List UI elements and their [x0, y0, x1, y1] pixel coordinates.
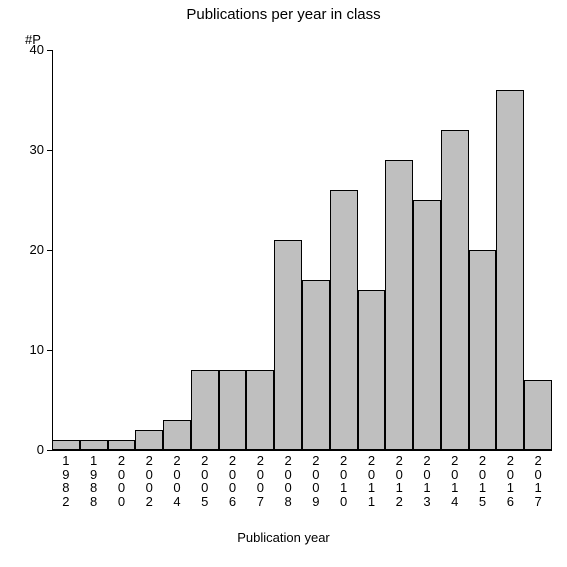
ytick-label: 10: [14, 342, 44, 357]
xtick-label: 2 0 0 4: [163, 454, 191, 509]
bar: [135, 430, 163, 450]
ytick-mark: [47, 450, 52, 451]
x-axis-line: [52, 450, 552, 451]
bar: [219, 370, 247, 450]
chart-title: Publications per year in class: [0, 6, 567, 23]
bar: [191, 370, 219, 450]
x-axis-label: Publication year: [0, 530, 567, 545]
bar: [274, 240, 302, 450]
ytick-label: 20: [14, 242, 44, 257]
xtick-label: 2 0 1 6: [496, 454, 524, 509]
chart-container: Publications per year in class #P Public…: [0, 0, 567, 567]
ytick-mark: [47, 350, 52, 351]
xtick-label: 2 0 1 3: [413, 454, 441, 509]
bar: [108, 440, 136, 450]
bar: [246, 370, 274, 450]
xtick-label: 2 0 0 2: [135, 454, 163, 509]
xtick-label: 2 0 1 4: [441, 454, 469, 509]
xtick-label: 2 0 1 1: [358, 454, 386, 509]
xtick-label: 2 0 0 6: [219, 454, 247, 509]
bar: [441, 130, 469, 450]
bar: [80, 440, 108, 450]
y-axis-line: [52, 50, 53, 450]
bar: [496, 90, 524, 450]
ytick-mark: [47, 50, 52, 51]
xtick-label: 2 0 1 0: [330, 454, 358, 509]
ytick-mark: [47, 150, 52, 151]
xtick-label: 2 0 0 8: [274, 454, 302, 509]
bar: [302, 280, 330, 450]
bar: [524, 380, 552, 450]
bar: [163, 420, 191, 450]
bar: [413, 200, 441, 450]
xtick-label: 2 0 0 5: [191, 454, 219, 509]
xtick-label: 2 0 1 5: [469, 454, 497, 509]
xtick-label: 2 0 0 0: [108, 454, 136, 509]
xtick-label: 2 0 0 9: [302, 454, 330, 509]
bar: [385, 160, 413, 450]
xtick-label: 2 0 1 7: [524, 454, 552, 509]
xtick-label: 1 9 8 8: [80, 454, 108, 509]
bar: [469, 250, 497, 450]
xtick-label: 1 9 8 2: [52, 454, 80, 509]
ytick-mark: [47, 250, 52, 251]
bar: [330, 190, 358, 450]
ytick-label: 0: [14, 442, 44, 457]
xtick-label: 2 0 0 7: [246, 454, 274, 509]
ytick-label: 30: [14, 142, 44, 157]
xtick-label: 2 0 1 2: [385, 454, 413, 509]
ytick-label: 40: [14, 42, 44, 57]
bar: [358, 290, 386, 450]
bar: [52, 440, 80, 450]
